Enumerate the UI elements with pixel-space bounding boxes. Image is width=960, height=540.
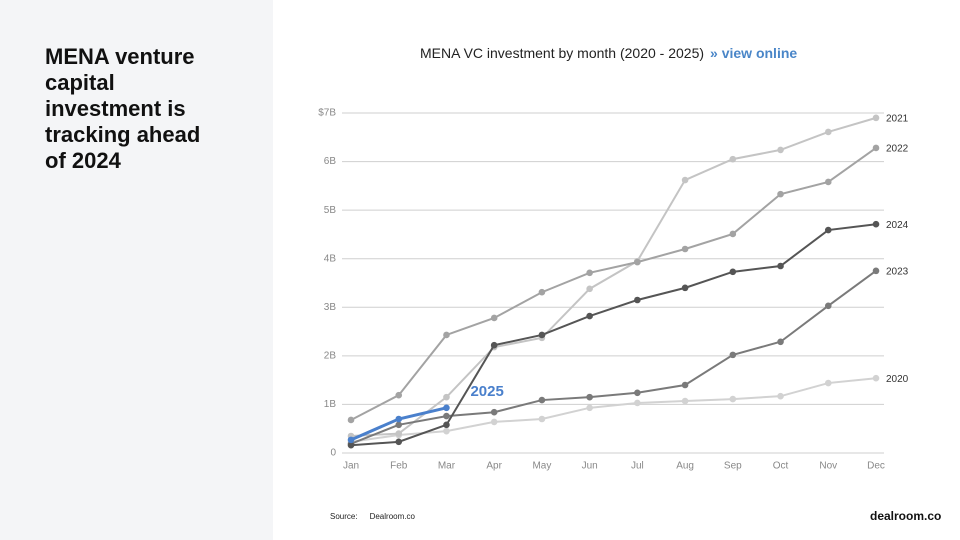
x-tick-label: Apr [486, 461, 502, 472]
data-point [824, 379, 832, 387]
data-point [681, 284, 689, 292]
data-point [538, 415, 546, 423]
data-point [872, 114, 880, 122]
series-line [350, 377, 877, 443]
data-point [872, 220, 880, 228]
chart-title: MENA VC investment by month (2020 - 2025… [420, 45, 705, 61]
series-label: 2024 [886, 220, 909, 231]
data-point [729, 395, 737, 403]
x-tick-label: Aug [676, 461, 694, 472]
data-point [824, 302, 832, 310]
series-label: 2020 [886, 374, 909, 385]
y-tick-label: 2B [324, 350, 337, 361]
data-point [443, 331, 450, 339]
x-tick-label: Dec [867, 461, 885, 472]
data-point [395, 421, 403, 429]
data-point [490, 341, 498, 349]
series-label: 2023 [886, 266, 909, 277]
y-tick-label: 3B [324, 302, 337, 313]
y-tick-label: 1B [324, 399, 337, 410]
data-point [347, 436, 355, 444]
data-point [490, 408, 498, 416]
side-panel: MENA venture capital investment is track… [0, 0, 273, 540]
x-tick-label: May [532, 461, 551, 472]
data-point [634, 258, 641, 266]
y-tick-label: 4B [324, 253, 337, 264]
data-point [395, 438, 403, 446]
data-point [347, 441, 355, 449]
series-line [350, 116, 877, 437]
data-point [586, 404, 593, 412]
data-point [634, 296, 641, 304]
x-tick-label: Feb [390, 461, 408, 472]
logo: dealroom.co [870, 509, 942, 523]
data-point [824, 226, 832, 234]
series-line [350, 270, 877, 445]
data-point [443, 421, 450, 429]
data-point [729, 155, 737, 163]
data-point [777, 190, 784, 198]
data-point [490, 418, 498, 426]
data-point [395, 415, 403, 423]
data-point [538, 288, 546, 296]
data-point [395, 391, 403, 399]
y-tick-label: $7B [318, 108, 336, 119]
source-name: Dealroom.co [369, 512, 415, 521]
source: Source: Dealroom.co [330, 512, 415, 521]
data-point [872, 374, 880, 382]
series-line [350, 223, 877, 447]
x-tick-label: Nov [819, 461, 837, 472]
y-tick-label: 5B [324, 205, 337, 216]
data-point [872, 267, 880, 275]
series-line [350, 147, 877, 421]
data-point [443, 427, 450, 435]
data-point [824, 128, 832, 136]
data-point [777, 146, 784, 154]
y-tick-label: 6B [324, 156, 337, 167]
data-point [681, 397, 689, 405]
series-label: 2021 [886, 113, 909, 124]
data-point [634, 389, 641, 397]
data-point [777, 338, 784, 346]
data-point [777, 262, 784, 270]
data-point [443, 404, 450, 412]
data-point [634, 399, 641, 407]
y-tick-label: 0 [330, 448, 336, 459]
data-point [538, 396, 546, 404]
data-point [681, 245, 689, 253]
data-point [395, 430, 403, 437]
data-point [443, 393, 450, 401]
data-point [729, 230, 737, 238]
series-label: 2025 [470, 383, 503, 400]
data-point [872, 144, 880, 152]
view-online-link[interactable]: » view online [710, 45, 798, 61]
data-point [777, 392, 784, 400]
data-point [681, 381, 689, 389]
x-tick-label: Oct [773, 461, 789, 472]
data-point [586, 269, 593, 277]
x-tick-label: Jul [631, 461, 644, 472]
data-point [490, 314, 498, 322]
data-point [538, 331, 546, 339]
data-point [443, 412, 450, 420]
data-point [586, 393, 593, 401]
source-label: Source: [330, 512, 358, 521]
data-point [729, 268, 737, 276]
chart-title-row: MENA VC investment by month (2020 - 2025… [420, 45, 797, 61]
headline: MENA venture capital investment is track… [45, 44, 201, 173]
x-tick-label: Mar [438, 461, 456, 472]
data-point [347, 416, 355, 424]
x-tick-label: Jan [343, 461, 359, 472]
data-point [681, 176, 689, 184]
x-tick-label: Sep [724, 461, 742, 472]
data-point [824, 178, 832, 186]
data-point [586, 285, 593, 293]
data-point [729, 351, 737, 359]
series-label: 2022 [886, 144, 909, 155]
data-point [586, 312, 593, 320]
x-tick-label: Jun [582, 461, 598, 472]
